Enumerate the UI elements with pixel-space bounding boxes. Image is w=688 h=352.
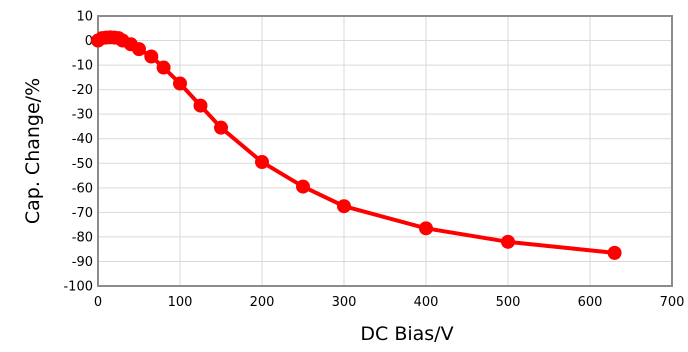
y-tick-labels: 100-10-20-30-40-50-60-70-80-90-100 — [63, 10, 93, 295]
x-tick-label: 400 — [414, 295, 439, 310]
x-tick-label: 300 — [332, 295, 357, 310]
data-point — [419, 221, 433, 235]
x-tick-labels: 0 100 200 300 400 500 600 700 — [94, 295, 685, 310]
data-point — [608, 246, 622, 260]
y-tick-label: -30 — [72, 108, 93, 123]
data-point — [501, 235, 515, 249]
data-point — [157, 61, 171, 75]
x-tick-label: 100 — [168, 295, 193, 310]
y-tick-label: -90 — [72, 255, 93, 270]
y-tick-label: -10 — [72, 59, 93, 74]
x-tick-label: 0 — [94, 295, 102, 310]
y-tick-label: -50 — [72, 157, 93, 172]
x-axis-title: DC Bias/V — [360, 323, 453, 345]
y-tick-label: -100 — [63, 280, 93, 295]
data-point — [173, 77, 187, 91]
data-point — [214, 121, 228, 135]
y-tick-label: 10 — [76, 10, 93, 25]
x-tick-label: 200 — [250, 295, 275, 310]
y-tick-label: -80 — [72, 230, 93, 245]
data-point — [132, 42, 146, 56]
plot-area-background — [98, 16, 672, 286]
y-axis-title: Cap. Change/% — [22, 78, 44, 224]
data-point — [255, 155, 269, 169]
x-tick-label: 600 — [578, 295, 603, 310]
data-point — [296, 180, 310, 194]
y-tick-label: -20 — [72, 83, 93, 98]
data-point — [337, 199, 351, 213]
y-tick-label: -40 — [72, 132, 93, 147]
y-tick-label: -70 — [72, 206, 93, 221]
y-tick-label: -60 — [72, 181, 93, 196]
data-point — [144, 50, 158, 64]
data-point — [194, 99, 208, 113]
x-tick-label: 700 — [660, 295, 685, 310]
x-tick-label: 500 — [496, 295, 521, 310]
